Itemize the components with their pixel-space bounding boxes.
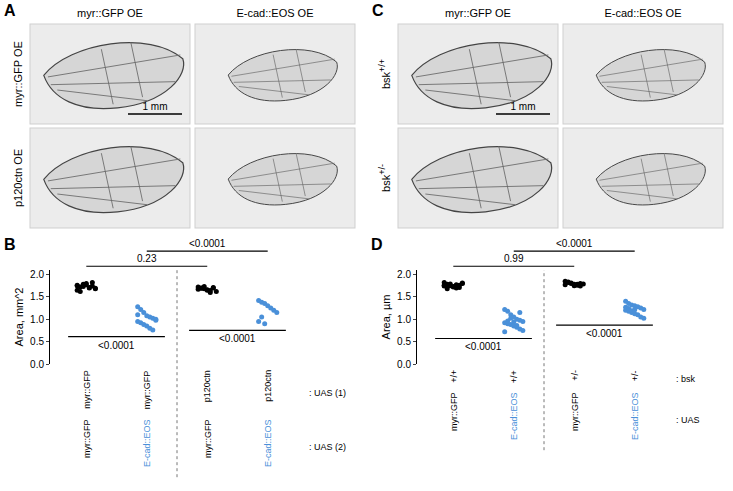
svg-text:: UAS (1): : UAS (1) [309, 388, 346, 398]
svg-text:2.0: 2.0 [30, 269, 44, 280]
svg-text:: UAS (2): : UAS (2) [309, 442, 346, 452]
svg-text:bsk+/-: bsk+/- [377, 164, 392, 192]
svg-text:E-cad::EOS: E-cad::EOS [509, 392, 519, 440]
svg-text:p120ctn: p120ctn [263, 370, 273, 402]
svg-text:A: A [4, 2, 16, 19]
svg-text:1 mm: 1 mm [511, 101, 536, 112]
svg-text:p120ctn OE: p120ctn OE [12, 149, 24, 207]
svg-text:Area, mm^2: Area, mm^2 [13, 288, 25, 347]
svg-text:E-cad::EOS: E-cad::EOS [263, 419, 273, 467]
svg-text:myr::GFP: myr::GFP [82, 370, 92, 409]
svg-text:0.0: 0.0 [30, 359, 44, 370]
svg-text:<0.0001: <0.0001 [465, 341, 502, 352]
svg-text:p120ctn: p120ctn [202, 370, 212, 402]
svg-text:1 mm: 1 mm [143, 101, 168, 112]
svg-text:0.23: 0.23 [137, 253, 157, 264]
svg-text:Area, µm: Area, µm [380, 295, 392, 340]
svg-text:+/-: +/- [630, 370, 640, 381]
svg-text:E-cad::EOS: E-cad::EOS [630, 392, 640, 440]
svg-text:<0.0001: <0.0001 [98, 340, 135, 351]
svg-text:E-cad::EOS: E-cad::EOS [142, 419, 152, 467]
svg-text:<0.0001: <0.0001 [219, 333, 256, 344]
svg-text:+/+: +/+ [509, 370, 519, 383]
svg-text:bsk+/+: bsk+/+ [377, 59, 392, 89]
svg-text:myr::GFP OE: myr::GFP OE [445, 7, 511, 19]
svg-text:myr::GFP: myr::GFP [82, 419, 92, 458]
html-text:B: B [4, 236, 16, 253]
svg-text:<0.0001: <0.0001 [556, 238, 593, 249]
svg-text:0.0: 0.0 [397, 359, 411, 370]
svg-text:E-cad::EOS OE: E-cad::EOS OE [236, 7, 313, 19]
svg-text:<0.0001: <0.0001 [586, 328, 623, 339]
svg-text:myr::GFP OE: myr::GFP OE [77, 7, 143, 19]
svg-text:0.5: 0.5 [397, 336, 411, 347]
html-text:D: D [371, 236, 383, 253]
svg-text:E-cad::EOS OE: E-cad::EOS OE [604, 7, 681, 19]
svg-text:+/+: +/+ [449, 370, 459, 383]
svg-text:: bsk: : bsk [676, 374, 696, 384]
svg-text:2.0: 2.0 [397, 269, 411, 280]
svg-text:1.0: 1.0 [397, 314, 411, 325]
svg-text:1.5: 1.5 [397, 291, 411, 302]
svg-text:myr::GFP: myr::GFP [449, 392, 459, 431]
svg-text:myr::GFP: myr::GFP [142, 371, 152, 410]
svg-text:myr::GFP: myr::GFP [203, 419, 213, 458]
svg-text:+/-: +/- [570, 370, 580, 381]
svg-text:: UAS: : UAS [676, 415, 700, 425]
svg-text:1.5: 1.5 [30, 291, 44, 302]
svg-text:myr::GFP: myr::GFP [570, 392, 580, 431]
svg-text:0.5: 0.5 [30, 336, 44, 347]
svg-text:0.99: 0.99 [504, 253, 524, 264]
svg-text:C: C [372, 2, 384, 19]
svg-text:<0.0001: <0.0001 [189, 238, 226, 249]
svg-text:myr::GFP OE: myr::GFP OE [12, 41, 24, 107]
svg-text:1.0: 1.0 [30, 314, 44, 325]
